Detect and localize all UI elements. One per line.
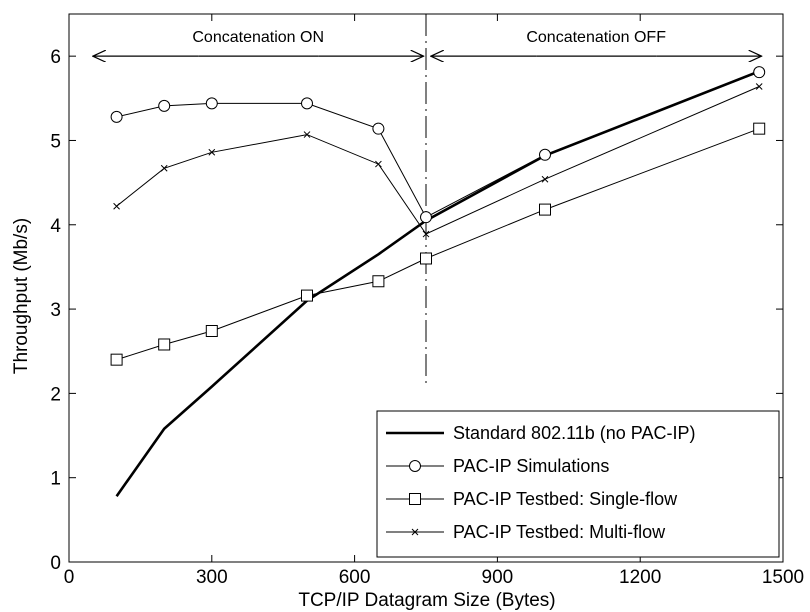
square-marker — [301, 289, 313, 302]
ticks: 0 300 600 900 1200 1500 0 1 2 3 4 5 6 — [50, 14, 804, 588]
square-marker — [205, 324, 218, 337]
square-marker — [409, 493, 421, 505]
circle-marker — [372, 122, 385, 135]
y-tick-label: 2 — [50, 384, 61, 405]
x-marker — [113, 202, 120, 210]
x-tick-label: 0 — [64, 567, 75, 588]
series-line — [116, 86, 760, 235]
circle-marker — [409, 460, 421, 472]
annotation-label-0: Concatenation ON — [192, 29, 324, 46]
x-marker — [422, 230, 430, 238]
x-tick-label: 1500 — [762, 567, 804, 588]
y-tick-label: 6 — [50, 47, 61, 68]
y-axis-title: Throughput (Mb/s) — [11, 218, 32, 374]
square-marker — [158, 338, 171, 351]
x-marker — [303, 131, 311, 138]
legend-label: PAC-IP Simulations — [453, 456, 609, 476]
y-tick-label: 4 — [50, 216, 61, 237]
x-tick-label: 1200 — [619, 567, 661, 588]
x-marker — [208, 148, 216, 156]
x-marker — [541, 175, 549, 183]
circle-marker — [110, 110, 123, 123]
square-marker — [753, 122, 766, 135]
legend-label: Standard 802.11b (no PAC-IP) — [453, 423, 695, 443]
square-marker — [539, 203, 551, 216]
x-tick-label: 600 — [339, 567, 371, 588]
series-0 — [115, 70, 760, 497]
y-tick-label: 3 — [50, 300, 61, 321]
series-line — [115, 70, 760, 497]
circle-marker — [158, 99, 171, 112]
circle-marker — [539, 148, 551, 161]
circle-marker — [753, 66, 766, 79]
x-tick-label: 900 — [482, 567, 514, 588]
y-tick-label: 5 — [50, 131, 61, 152]
square-marker — [420, 252, 432, 265]
circle-marker — [301, 97, 313, 110]
legend: Standard 802.11b (no PAC-IP) PAC-IP Simul… — [376, 410, 780, 558]
legend-label: PAC-IP Testbed: Single-flow — [453, 489, 678, 509]
series-line — [116, 128, 760, 361]
series-1 — [110, 66, 766, 224]
legend-box — [376, 410, 780, 558]
annotation-label-1: Concatenation OFF — [526, 29, 666, 46]
circle-marker — [205, 97, 218, 110]
annotations: Concatenation ON Concatenation OFF — [93, 14, 762, 385]
series-line — [116, 71, 760, 218]
x-marker — [411, 528, 419, 536]
series-3 — [113, 83, 763, 238]
y-tick-label: 1 — [50, 469, 61, 490]
x-marker — [375, 160, 382, 168]
series-group — [110, 66, 766, 497]
square-marker — [110, 353, 123, 366]
series-2 — [110, 122, 766, 366]
x-marker — [755, 83, 763, 90]
circle-marker — [420, 211, 432, 224]
legend-label: PAC-IP Testbed: Multi-flow — [453, 522, 666, 542]
x-axis-title: TCP/IP Datagram Size (Bytes) — [298, 590, 555, 611]
x-tick-label: 300 — [196, 567, 228, 588]
y-tick-label: 0 — [50, 553, 61, 574]
square-marker — [372, 275, 385, 288]
x-marker — [160, 164, 168, 172]
